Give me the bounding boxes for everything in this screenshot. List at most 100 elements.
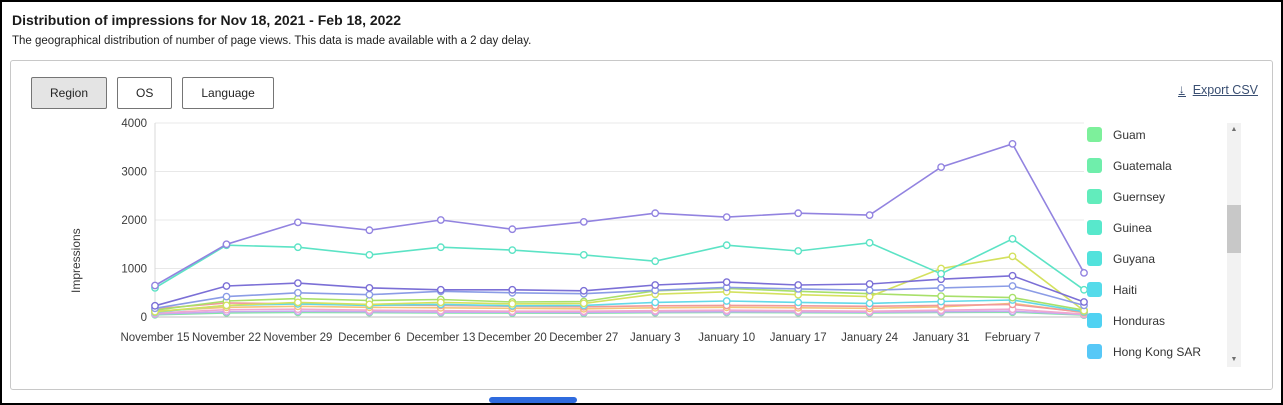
scroll-up-icon[interactable]: ▲ (1230, 126, 1238, 133)
data-point[interactable] (794, 298, 803, 307)
legend-item-guernsey[interactable]: Guernsey (1087, 181, 1215, 212)
data-point[interactable] (937, 283, 945, 292)
data-point[interactable] (222, 240, 231, 249)
data-point[interactable] (1008, 235, 1017, 243)
data-point[interactable] (293, 243, 302, 252)
data-point[interactable] (508, 299, 517, 308)
data-point[interactable] (865, 292, 874, 301)
series-teal[interactable] (151, 235, 1088, 294)
export-csv-link[interactable]: ↓ Export CSV (1177, 82, 1258, 97)
series-purple[interactable] (151, 139, 1088, 290)
data-point[interactable] (579, 286, 588, 295)
legend-swatch (1087, 127, 1102, 142)
data-point[interactable] (865, 286, 874, 295)
legend-scrollbar[interactable]: ▲ ▼ (1227, 123, 1241, 367)
data-point[interactable] (365, 226, 374, 235)
data-point[interactable] (722, 278, 731, 287)
data-point[interactable] (151, 301, 159, 310)
series-line (154, 237, 1085, 291)
data-point[interactable] (436, 285, 445, 294)
legend-swatch (1087, 282, 1102, 297)
legend-label: Guam (1113, 127, 1146, 142)
data-point[interactable] (865, 299, 874, 308)
data-point[interactable] (508, 285, 517, 294)
data-point[interactable] (865, 238, 874, 247)
data-point[interactable] (651, 257, 660, 266)
toggle-os[interactable]: OS (117, 77, 173, 109)
data-point[interactable] (151, 281, 159, 290)
toggle-region[interactable]: Region (31, 77, 108, 109)
data-point[interactable] (293, 298, 302, 307)
series-line (154, 302, 1085, 314)
data-point[interactable] (436, 298, 445, 307)
data-point[interactable] (1008, 293, 1017, 302)
data-point[interactable] (222, 292, 231, 301)
legend-label: Guernsey (1113, 189, 1166, 204)
data-point[interactable] (579, 218, 588, 226)
data-point[interactable] (865, 280, 874, 288)
legend-item-guinea[interactable]: Guinea (1087, 212, 1215, 243)
series-line (154, 142, 1085, 287)
horizontal-scrollbar-thumb[interactable] (489, 397, 577, 403)
legend-item-guam[interactable]: Guam (1087, 119, 1215, 150)
data-point[interactable] (1008, 252, 1017, 261)
data-point[interactable] (293, 288, 302, 297)
data-point[interactable] (222, 282, 231, 290)
data-point[interactable] (937, 269, 945, 278)
data-point[interactable] (722, 241, 731, 250)
data-point[interactable] (508, 246, 517, 255)
x-tick-label: January 10 (698, 332, 755, 344)
legend-item-guyana[interactable]: Guyana (1087, 243, 1215, 274)
data-point[interactable] (436, 216, 445, 224)
legend-swatch (1087, 220, 1102, 235)
data-point[interactable] (579, 250, 588, 259)
legend-item-honduras[interactable]: Honduras (1087, 305, 1215, 336)
data-point[interactable] (937, 292, 945, 301)
y-axis-title: Impressions (69, 228, 83, 293)
data-point[interactable] (365, 300, 374, 309)
x-tick-label: January 3 (630, 332, 681, 344)
legend-item-hong-kong-sar[interactable]: Hong Kong SAR (1087, 336, 1215, 367)
data-point[interactable] (365, 283, 374, 292)
data-point[interactable] (1080, 298, 1088, 306)
data-point[interactable] (1008, 271, 1017, 280)
data-point[interactable] (651, 281, 660, 289)
data-point[interactable] (222, 301, 231, 310)
legend-label: Haiti (1113, 282, 1138, 297)
data-point[interactable] (436, 243, 445, 252)
series-line (154, 287, 1085, 311)
data-point[interactable] (1008, 282, 1017, 290)
data-point[interactable] (293, 279, 302, 288)
legend-item-haiti[interactable]: Haiti (1087, 274, 1215, 305)
scroll-down-icon[interactable]: ▼ (1230, 356, 1238, 363)
impressions-card: Region OS Language ↓ Export CSV Impression… (10, 60, 1273, 390)
legend-label: Guyana (1113, 251, 1156, 266)
download-icon: ↓ (1177, 82, 1186, 97)
data-point[interactable] (1008, 139, 1017, 148)
x-tick-label: January 17 (770, 332, 827, 344)
data-point[interactable] (1080, 268, 1088, 277)
legend-item-guatemala[interactable]: Guatemala (1087, 150, 1215, 181)
data-point[interactable] (794, 209, 803, 218)
legend-scrollbar-thumb[interactable] (1227, 205, 1241, 253)
card-toolbar: Region OS Language ↓ Export CSV (31, 77, 1258, 109)
toggle-language[interactable]: Language (182, 77, 274, 109)
legend-swatch (1087, 313, 1102, 328)
data-point[interactable] (722, 297, 731, 305)
legend-label: Hong Kong SAR (1113, 344, 1202, 359)
y-tick-label: 0 (141, 312, 147, 324)
data-point[interactable] (794, 247, 803, 255)
data-point[interactable] (365, 250, 374, 259)
data-point[interactable] (293, 218, 302, 227)
data-point[interactable] (651, 209, 660, 218)
series-violet[interactable] (151, 271, 1088, 310)
data-point[interactable] (579, 299, 588, 308)
data-point[interactable] (794, 281, 803, 289)
data-point[interactable] (865, 211, 874, 220)
data-point[interactable] (365, 290, 374, 299)
data-point[interactable] (651, 298, 660, 307)
data-point[interactable] (508, 225, 517, 234)
data-point[interactable] (722, 213, 731, 222)
data-point[interactable] (937, 163, 945, 171)
series-line (154, 308, 1085, 315)
